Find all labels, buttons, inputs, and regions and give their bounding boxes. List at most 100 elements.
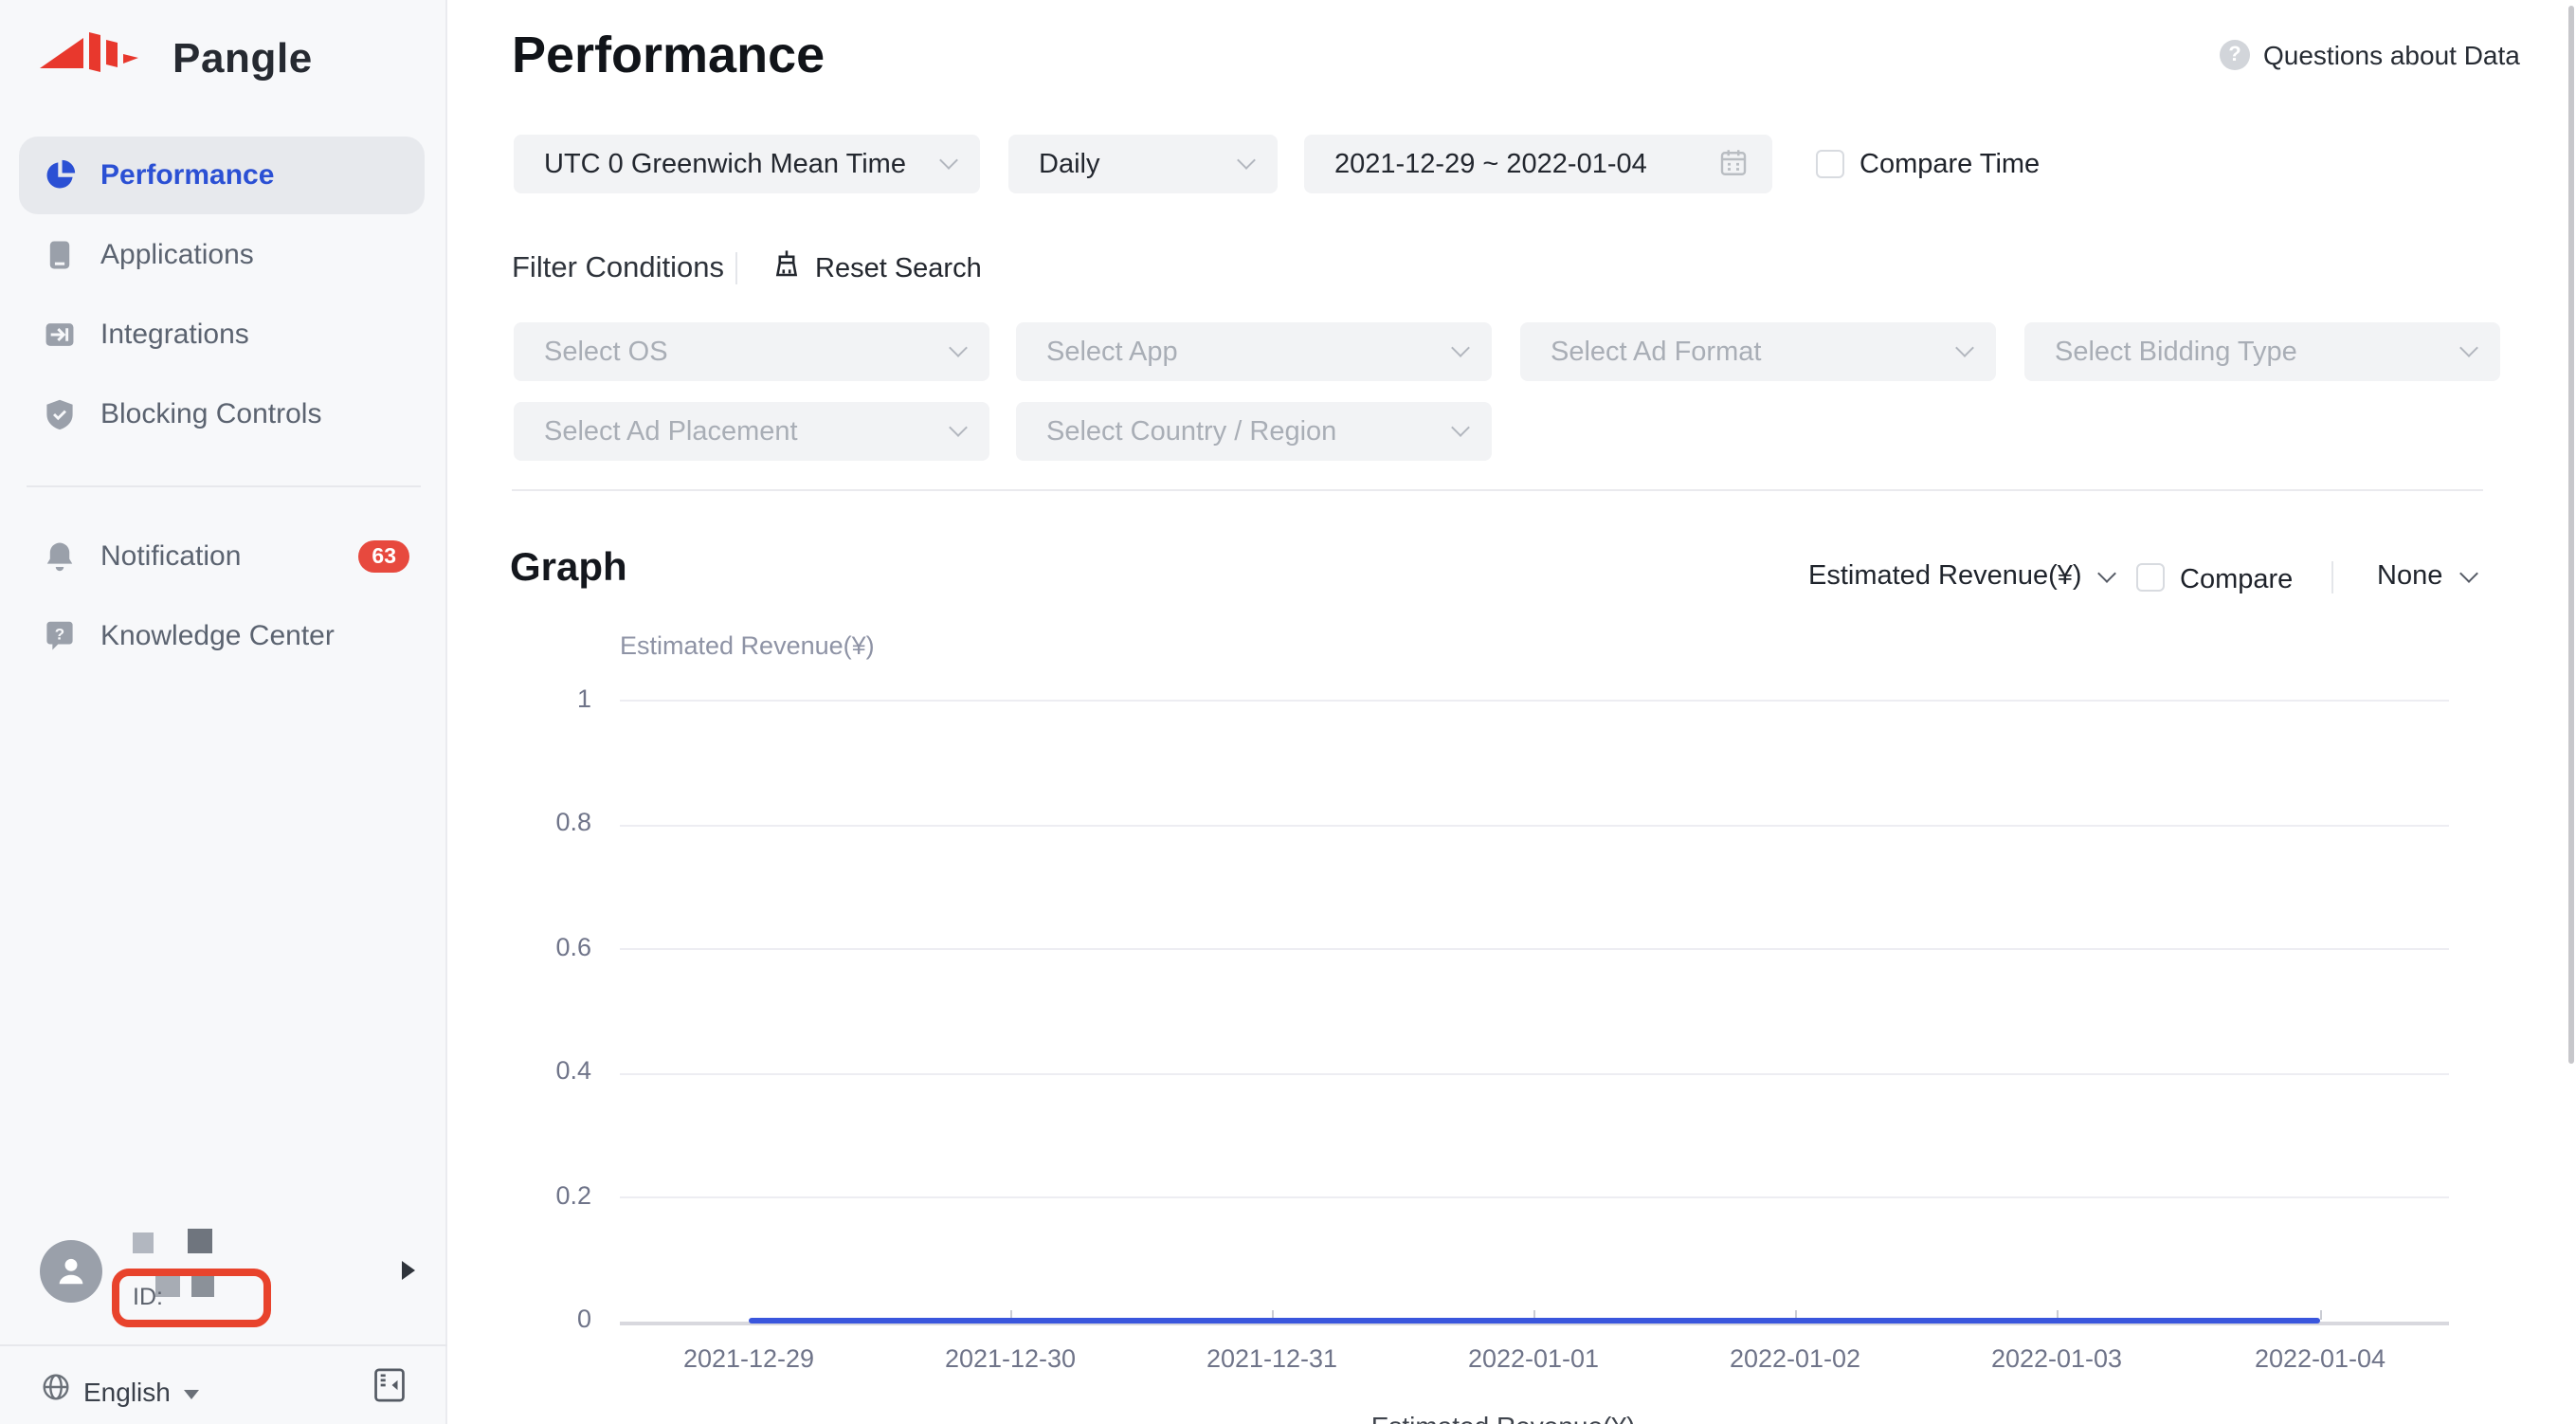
sidebar-item-knowledge-center[interactable]: ? Knowledge Center — [0, 597, 447, 675]
y-tick-label: 0.2 — [555, 1181, 591, 1210]
select-bidding-type-dropdown[interactable]: Select Bidding Type — [2024, 322, 2500, 381]
pangle-logo[interactable]: Pangle — [38, 28, 313, 87]
pie-chart-icon — [44, 159, 76, 192]
vertical-scrollbar[interactable] — [2568, 6, 2574, 1064]
chevron-down-icon — [183, 1389, 199, 1398]
timezone-value: UTC 0 Greenwich Mean Time — [544, 149, 906, 179]
sidebar-item-notification[interactable]: Notification 63 — [0, 518, 447, 595]
timezone-dropdown[interactable]: UTC 0 Greenwich Mean Time — [514, 135, 980, 193]
section-divider — [512, 489, 2483, 491]
x-tick-mark — [2320, 1310, 2322, 1320]
x-tick-mark — [2057, 1310, 2059, 1320]
shield-check-icon — [44, 398, 76, 430]
expand-user-panel-arrow[interactable] — [402, 1261, 415, 1280]
gridline — [620, 825, 2449, 827]
x-tick-label: 2022-01-04 — [2254, 1344, 2386, 1373]
chevron-down-icon — [949, 338, 968, 357]
date-range-value: 2021-12-29 ~ 2022-01-04 — [1334, 149, 1647, 179]
graph-section-title: Graph — [510, 546, 627, 590]
chevron-down-icon — [939, 151, 958, 170]
select-country-region-placeholder: Select Country / Region — [1046, 416, 1337, 447]
user-avatar[interactable] — [40, 1240, 102, 1303]
chart-legend[interactable]: Estimated Revenue(¥) — [1314, 1411, 1693, 1424]
x-tick-mark — [1533, 1310, 1535, 1320]
x-axis-line — [620, 1322, 2449, 1325]
gridline — [620, 1073, 2449, 1075]
id-redaction-highlight — [112, 1269, 271, 1327]
y-tick-label: 0.8 — [555, 808, 591, 836]
x-tick-label: 2021-12-30 — [944, 1344, 1077, 1373]
language-selector[interactable]: English — [42, 1373, 199, 1411]
y-tick-label: 0.4 — [555, 1056, 591, 1085]
dimension-selector-dropdown[interactable]: None — [2377, 561, 2478, 592]
vertical-divider — [2331, 561, 2333, 593]
sidebar-item-label: Knowledge Center — [100, 620, 335, 652]
select-os-dropdown[interactable]: Select OS — [514, 322, 989, 381]
chevron-down-icon — [2459, 338, 2478, 357]
x-tick-mark — [1795, 1310, 1797, 1320]
chevron-down-icon — [949, 418, 968, 437]
help-circle-icon: ? — [2220, 40, 2250, 70]
help-link-text: Questions about Data — [2263, 40, 2520, 70]
x-tick-label: 2021-12-29 — [682, 1344, 815, 1373]
select-app-dropdown[interactable]: Select App — [1016, 322, 1492, 381]
applications-icon — [44, 239, 76, 271]
bell-icon — [44, 540, 76, 573]
compare-label: Compare — [2180, 565, 2294, 595]
y-tick-label: 0 — [576, 1305, 591, 1333]
granularity-dropdown[interactable]: Daily — [1008, 135, 1278, 193]
redacted-username-block — [133, 1232, 154, 1253]
redacted-username-block — [188, 1229, 212, 1253]
chevron-down-icon — [2097, 563, 2117, 582]
select-app-placeholder: Select App — [1046, 337, 1178, 367]
reset-search-label: Reset Search — [815, 253, 982, 283]
compare-time-checkbox[interactable] — [1816, 150, 1844, 178]
collapse-sidebar-button[interactable] — [373, 1367, 406, 1403]
dimension-selector-value: None — [2377, 561, 2443, 592]
select-country-region-dropdown[interactable]: Select Country / Region — [1016, 402, 1492, 461]
metric-selector-dropdown[interactable]: Estimated Revenue(¥) — [1808, 561, 2117, 592]
sidebar-item-label: Applications — [100, 239, 254, 271]
pangle-logo-text: Pangle — [172, 33, 313, 81]
language-label: English — [83, 1377, 171, 1407]
revenue-line-series — [749, 1318, 2320, 1324]
sidebar-item-label: Blocking Controls — [100, 398, 322, 430]
sidebar-item-integrations[interactable]: Integrations — [0, 296, 447, 374]
select-ad-format-dropdown[interactable]: Select Ad Format — [1520, 322, 1996, 381]
select-os-placeholder: Select OS — [544, 337, 668, 367]
sidebar-bottom-divider — [0, 1344, 447, 1346]
reset-search-button[interactable]: Reset Search — [771, 248, 982, 288]
questions-about-data-link[interactable]: ? Questions about Data — [2220, 40, 2520, 70]
sidebar-divider — [27, 485, 421, 487]
sidebar-item-label: Integrations — [100, 319, 249, 351]
date-range-picker[interactable]: 2021-12-29 ~ 2022-01-04 — [1304, 135, 1772, 193]
integrations-icon — [44, 319, 76, 351]
main-content: Performance ? Questions about Data UTC 0… — [449, 0, 2576, 1424]
compare-time-label: Compare Time — [1859, 150, 2041, 180]
pangle-logo-icon — [38, 28, 155, 87]
compare-checkbox[interactable] — [2136, 563, 2165, 592]
gridline — [620, 1196, 2449, 1198]
notification-count-badge: 63 — [358, 540, 409, 573]
broom-icon — [771, 248, 802, 288]
x-tick-label: 2022-01-02 — [1729, 1344, 1861, 1373]
redacted-id-block — [155, 1276, 180, 1297]
y-tick-label: 0.6 — [555, 933, 591, 961]
select-bidding-type-placeholder: Select Bidding Type — [2055, 337, 2297, 367]
sidebar-item-blocking-controls[interactable]: Blocking Controls — [0, 375, 447, 453]
select-ad-placement-dropdown[interactable]: Select Ad Placement — [514, 402, 989, 461]
chevron-down-icon — [1955, 338, 1974, 357]
metric-selector-value: Estimated Revenue(¥) — [1808, 561, 2082, 592]
x-tick-label: 2022-01-01 — [1467, 1344, 1600, 1373]
calendar-icon — [1719, 147, 1748, 185]
page-title: Performance — [512, 27, 825, 83]
user-id-label: ID: — [133, 1284, 163, 1310]
select-ad-format-placeholder: Select Ad Format — [1551, 337, 1762, 367]
sidebar-item-applications[interactable]: Applications — [0, 216, 447, 294]
chevron-down-icon — [1451, 418, 1470, 437]
y-axis-title: Estimated Revenue(¥) — [620, 631, 875, 660]
svg-text:?: ? — [55, 625, 64, 643]
sidebar-item-label: Notification — [100, 540, 242, 573]
sidebar-item-performance[interactable]: Performance — [19, 137, 425, 214]
